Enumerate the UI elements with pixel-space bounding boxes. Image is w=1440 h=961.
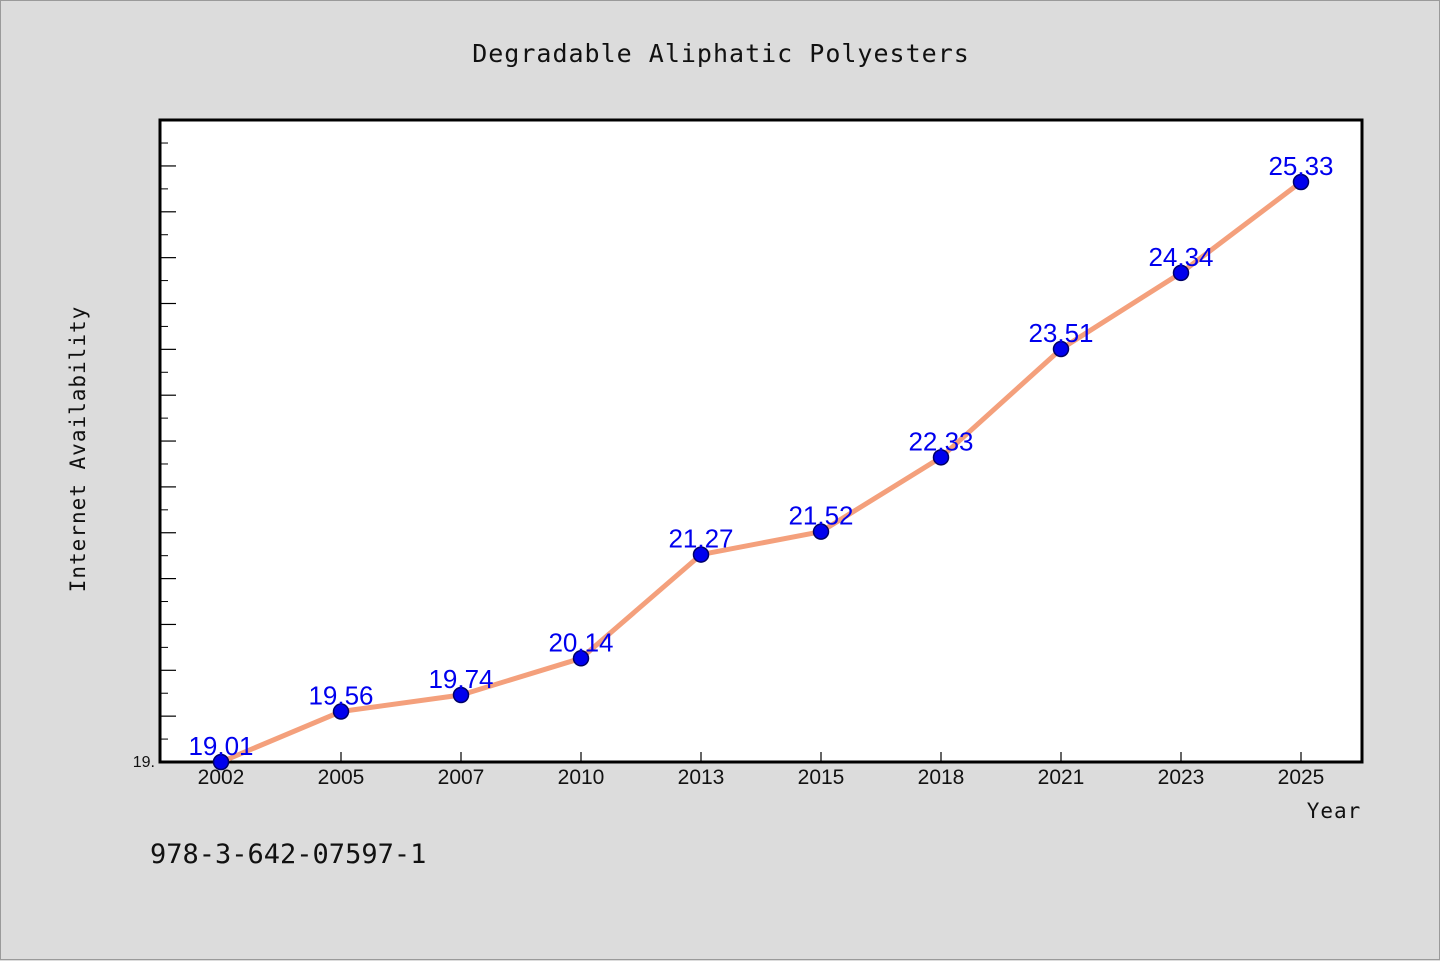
data-point-marker xyxy=(1172,264,1190,282)
x-tick-label: 2007 xyxy=(438,766,485,789)
data-point-marker xyxy=(572,650,590,667)
x-tick-label: 2018 xyxy=(918,766,965,789)
x-tick-label: 2015 xyxy=(798,766,845,789)
data-point-marker xyxy=(1052,340,1070,358)
x-tick-label: 2013 xyxy=(678,766,725,789)
y-axis-label: Internet Availability xyxy=(66,306,90,593)
data-labels: 19.01 19.56 19.74 20.14 21.27 21.52 22.33 23.51… xyxy=(188,151,1333,761)
data-point-label: 21.27 xyxy=(668,524,733,554)
data-point-label: 21.52 xyxy=(788,501,853,531)
data-point-label: 19.74 xyxy=(428,664,493,694)
data-point-label: 20.14 xyxy=(548,627,613,657)
x-tick-label: 2025 xyxy=(1278,766,1325,789)
data-point-marker xyxy=(932,449,950,466)
data-point-marker xyxy=(812,523,830,540)
data-point-marker xyxy=(692,546,710,563)
x-axis-tick-labels: 2002 2005 2007 2010 2013 2015 2018 2021 2023 2025 xyxy=(198,766,1325,789)
y-axis-tick-label: 19. xyxy=(133,754,155,771)
data-point-label: 24.34 xyxy=(1148,242,1213,272)
x-tick-label: 2021 xyxy=(1038,766,1085,789)
x-axis-label: Year xyxy=(1307,799,1362,823)
data-point-label: 19.56 xyxy=(308,681,373,711)
plot-area xyxy=(158,118,1364,764)
series-line xyxy=(218,179,1304,765)
data-point-label: 19.01 xyxy=(188,731,253,761)
x-tick-label: 2005 xyxy=(318,766,365,789)
data-point-marker xyxy=(452,686,470,704)
data-point-label: 23.51 xyxy=(1028,318,1093,348)
data-point-marker xyxy=(332,703,350,720)
x-tick-label: 2002 xyxy=(198,766,245,789)
y-axis-ticks xyxy=(160,119,176,763)
x-tick-label: 2010 xyxy=(558,766,605,789)
isbn-footer: 978-3-642-07597-1 xyxy=(150,839,426,870)
x-tick-label: 2023 xyxy=(1158,766,1205,789)
data-point-marker xyxy=(1292,173,1310,191)
chart-title: Degradable Aliphatic Polyesters xyxy=(472,39,970,68)
data-markers xyxy=(212,173,1310,771)
data-point-marker xyxy=(212,753,230,771)
data-point-label: 22.33 xyxy=(908,426,973,456)
data-point-label: 25.33 xyxy=(1268,151,1333,181)
